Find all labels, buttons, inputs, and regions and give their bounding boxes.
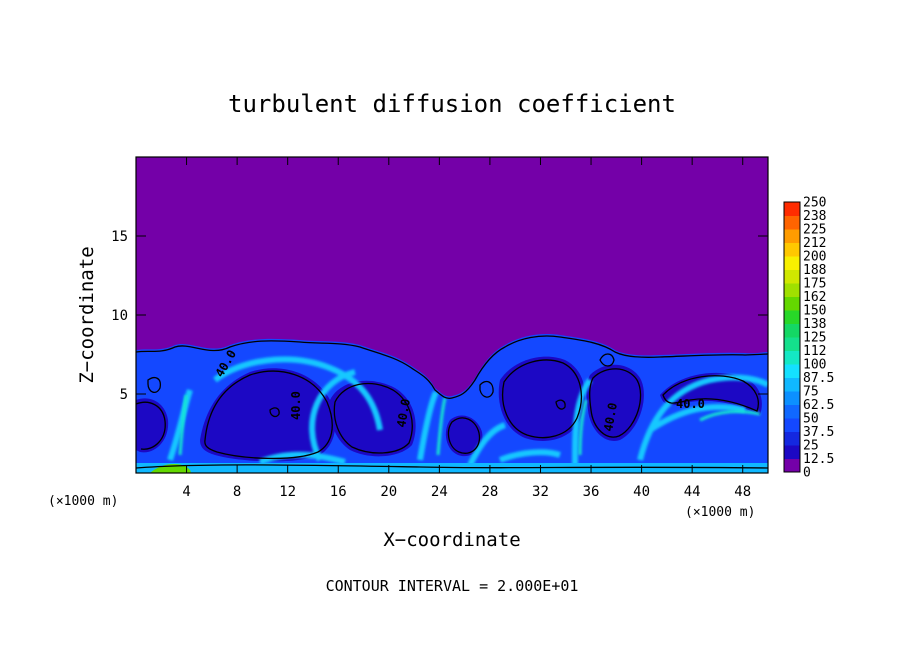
colorbar-swatch xyxy=(784,458,800,473)
x-tick-label: 48 xyxy=(734,484,751,500)
x-tick-label: 8 xyxy=(233,484,241,500)
colorbar-tick-label: 87.5 xyxy=(803,371,834,386)
high-value-filaments xyxy=(167,356,768,467)
chart-title: turbulent diffusion coefficient xyxy=(228,90,676,118)
x-axis-label: X−coordinate xyxy=(383,529,520,551)
x-tick-label: 32 xyxy=(532,484,549,500)
plot-area: 40.0 40.0 40.0 40.0 40.0 4 8 12 16 20 24 28 32 3… xyxy=(111,156,769,500)
colorbar-tick-label: 150 xyxy=(803,304,826,319)
contour-label: 40.0 xyxy=(676,397,705,411)
colorbar-tick-label: 200 xyxy=(803,250,826,265)
colorbar-swatch xyxy=(784,431,800,446)
colorbar: 012.52537.55062.57587.510011212513815016… xyxy=(783,196,834,481)
colorbar-tick-label: 175 xyxy=(803,277,826,292)
x-tick-label: 12 xyxy=(279,484,296,500)
y-axis-label: Z−coordinate xyxy=(76,246,98,383)
colorbar-swatch xyxy=(784,215,800,230)
x-tick-label: 36 xyxy=(583,484,600,500)
contour-label: 40.0 xyxy=(394,398,413,429)
colorbar-swatch xyxy=(784,391,800,405)
colorbar-tick-label: 50 xyxy=(803,412,819,427)
colorbar-tick-label: 250 xyxy=(803,196,826,211)
colorbar-tick-label: 12.5 xyxy=(803,452,834,467)
colorbar-tick-label: 125 xyxy=(803,331,826,346)
y-tick-label: 10 xyxy=(111,308,128,324)
colorbar-tick-label: 0 xyxy=(803,466,811,481)
contour-interval-note: CONTOUR INTERVAL = 2.000E+01 xyxy=(326,577,579,595)
colorbar-swatch xyxy=(784,269,800,284)
peak-filaments xyxy=(178,394,761,456)
colorbar-swatch xyxy=(784,323,800,338)
x-tick-label: 44 xyxy=(684,484,701,500)
turbulent-layer: 40.0 40.0 40.0 40.0 40.0 xyxy=(136,334,768,473)
colorbar-swatch xyxy=(784,256,800,270)
x-tick-label: 40 xyxy=(633,484,650,500)
colorbar-swatch xyxy=(784,404,800,419)
colorbar-swatch xyxy=(784,202,800,216)
low-value-cores xyxy=(136,356,762,462)
x-tick-label: 4 xyxy=(182,484,190,500)
y-tick-label: 15 xyxy=(111,229,128,245)
colorbar-swatch xyxy=(784,283,800,297)
colorbar-swatch xyxy=(784,377,800,392)
contour-label: 40.0 xyxy=(601,402,620,433)
y-axis: 5 10 15 xyxy=(111,229,768,403)
x-tick-label: 24 xyxy=(431,484,448,500)
colorbar-tick-label: 75 xyxy=(803,385,819,400)
colorbar-tick-label: 62.5 xyxy=(803,398,834,413)
colorbar-tick-label: 100 xyxy=(803,358,826,373)
x-axis: 4 8 12 16 20 24 28 32 36 40 44 48 xyxy=(182,157,751,500)
colorbar-tick-label: 188 xyxy=(803,263,826,278)
colorbar-swatch xyxy=(784,350,800,365)
colorbar-swatch xyxy=(784,229,800,243)
colorbar-tick-label: 112 xyxy=(803,344,826,359)
colorbar-swatch xyxy=(784,296,800,311)
colorbar-tick-label: 225 xyxy=(803,223,826,238)
colorbar-swatch xyxy=(784,310,800,324)
x-tick-label: 28 xyxy=(481,484,498,500)
x-scale-note-left: (×1000 m) xyxy=(48,494,118,509)
y-tick-label: 5 xyxy=(120,387,128,403)
colorbar-tick-label: 138 xyxy=(803,317,826,332)
x-tick-label: 16 xyxy=(330,484,347,500)
colorbar-swatch xyxy=(784,242,800,257)
colorbar-swatch xyxy=(784,445,800,459)
colorbar-swatch xyxy=(784,418,800,432)
colorbar-tick-label: 162 xyxy=(803,290,826,305)
x-scale-note-right: (×1000 m) xyxy=(685,505,755,520)
contour-lines xyxy=(136,335,768,469)
colorbar-tick-label: 212 xyxy=(803,236,826,251)
x-tick-label: 20 xyxy=(380,484,397,500)
colorbar-tick-label: 37.5 xyxy=(803,425,834,440)
colorbar-tick-label: 238 xyxy=(803,209,826,224)
colorbar-tick-label: 25 xyxy=(803,439,819,454)
colorbar-swatch xyxy=(784,337,800,351)
contour-label: 40.0 xyxy=(289,391,303,420)
colorbar-frame xyxy=(783,201,801,473)
colorbar-swatch xyxy=(784,364,800,378)
